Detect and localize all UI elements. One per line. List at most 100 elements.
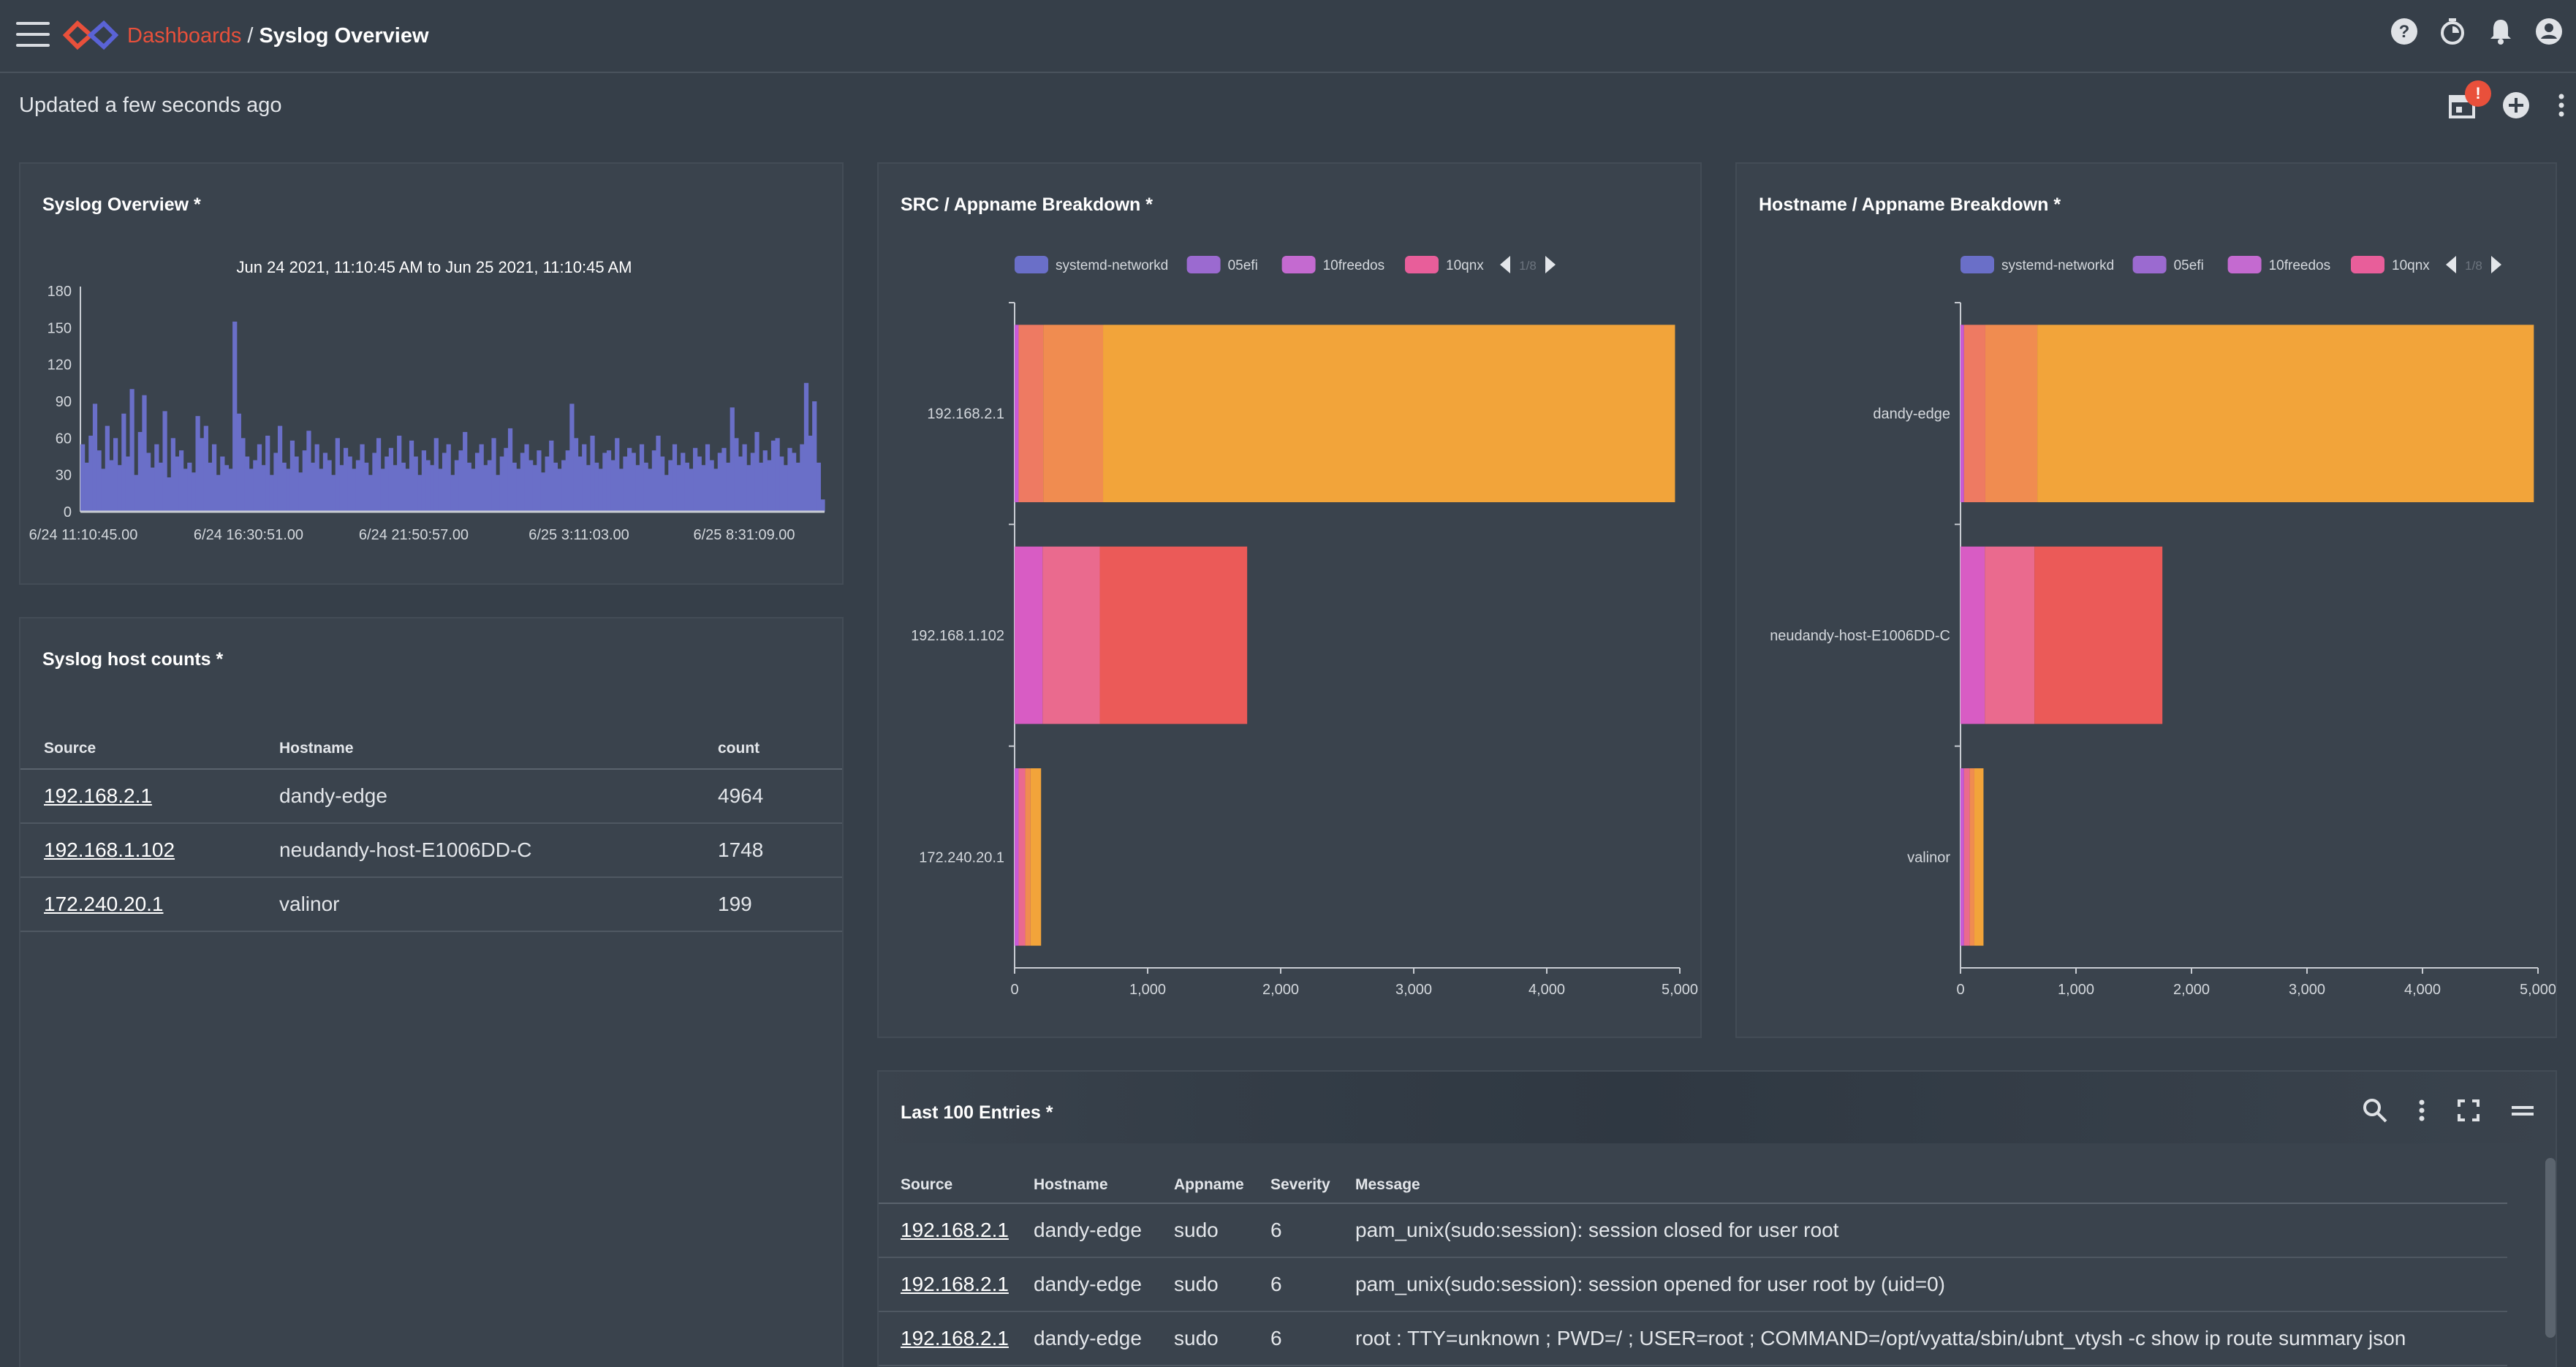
column-header-source[interactable]: Source xyxy=(20,715,279,770)
histogram-bar xyxy=(129,389,135,512)
histogram-bar xyxy=(479,444,484,512)
source-link[interactable]: 192.168.1.102 xyxy=(44,838,175,861)
hostname-appname-chart: systemd-networkd 05efi 10freedos 10qnx 1/8 0 1… xyxy=(1770,256,2556,998)
stacked-bar-segment xyxy=(1018,768,1026,946)
histogram-bar xyxy=(623,456,628,512)
histogram-bar xyxy=(339,465,344,512)
appname-cell: sudo xyxy=(1174,1257,1270,1312)
add-circle-icon[interactable] xyxy=(2500,89,2532,121)
x-tick-label: 6/24 11:10:45.00 xyxy=(29,527,138,543)
histogram-bar xyxy=(154,444,159,512)
histogram-bar xyxy=(220,456,225,512)
calendar-button[interactable]: ! xyxy=(2446,80,2491,121)
histogram-bar xyxy=(664,474,669,512)
histogram-bar xyxy=(261,465,266,512)
column-header-appname[interactable]: Appname xyxy=(1174,1167,1270,1204)
bell-icon[interactable] xyxy=(2485,16,2516,47)
histogram-bar xyxy=(721,447,727,512)
source-link[interactable]: 192.168.2.1 xyxy=(901,1273,1009,1295)
host-counts-table: Source Hostname count 192.168.2.1 dandy-… xyxy=(20,715,842,932)
entries-table: Source Hostname Appname Severity Message… xyxy=(879,1167,2507,1366)
legend-page-label: 1/8 xyxy=(1519,259,1537,273)
histogram-bar xyxy=(393,465,398,512)
drag-handle-icon[interactable] xyxy=(2509,1097,2537,1124)
x-tick-label: 6/24 16:30:51.00 xyxy=(194,527,303,543)
histogram-bar xyxy=(322,452,328,512)
legend-label: 10freedos xyxy=(2269,258,2331,273)
column-header-hostname[interactable]: Hostname xyxy=(279,715,718,770)
histogram-bar xyxy=(343,447,349,512)
hostname-cell: valinor xyxy=(279,877,718,932)
histogram-bar xyxy=(413,456,418,512)
stacked-bar-segment xyxy=(1099,546,1248,724)
timer-icon[interactable] xyxy=(2437,16,2468,47)
source-link[interactable]: 192.168.2.1 xyxy=(901,1327,1009,1349)
breadcrumb-dashboards-link[interactable]: Dashboards xyxy=(127,24,242,48)
source-link[interactable]: 192.168.2.1 xyxy=(44,784,152,807)
stacked-bar-segment xyxy=(1030,768,1042,946)
legend-label: 05efi xyxy=(1228,258,1258,273)
hamburger-menu-icon[interactable] xyxy=(16,22,50,50)
histogram-bar xyxy=(433,438,439,512)
histogram-bar xyxy=(170,438,175,512)
x-tick-label: 2,000 xyxy=(1262,982,1299,998)
more-vert-icon[interactable] xyxy=(2415,1097,2428,1124)
histogram-bar xyxy=(812,401,817,512)
fullscreen-icon[interactable] xyxy=(2455,1097,2482,1124)
stacked-bar-segment xyxy=(1025,768,1031,946)
y-tick-label: 60 xyxy=(56,431,72,447)
search-icon[interactable] xyxy=(2361,1097,2389,1124)
column-header-hostname[interactable]: Hostname xyxy=(1034,1167,1174,1204)
legend-swatch xyxy=(1961,256,1994,273)
histogram-bar xyxy=(750,452,755,512)
histogram-bar xyxy=(466,462,471,512)
histogram-bar xyxy=(754,431,759,512)
column-header-source[interactable]: Source xyxy=(879,1167,1034,1204)
message-cell: root : TTY=unknown ; PWD=/ ; USER=root ;… xyxy=(1355,1311,2507,1366)
legend-label: systemd-networkd xyxy=(2001,258,2114,273)
hostname-appname-panel: Hostname / Appname Breakdown * systemd-n… xyxy=(1735,162,2557,1038)
histogram-bar xyxy=(816,462,821,512)
histogram-bar xyxy=(294,456,299,512)
syslog-overview-chart: Jun 24 2021, 11:10:45 AM to Jun 25 2021,… xyxy=(29,258,825,543)
scrollbar[interactable] xyxy=(2545,1158,2556,1338)
y-tick-label: 30 xyxy=(56,468,72,484)
histogram-bar xyxy=(726,462,731,512)
column-header-count[interactable]: count xyxy=(718,715,842,770)
histogram-bar xyxy=(281,462,287,512)
histogram-bar xyxy=(216,474,221,512)
more-vert-icon[interactable] xyxy=(2554,89,2569,121)
histogram-bar xyxy=(631,452,636,512)
column-header-severity[interactable]: Severity xyxy=(1270,1167,1355,1204)
histogram-bar xyxy=(561,460,567,512)
histogram-bar xyxy=(277,425,283,512)
histogram-bar xyxy=(228,469,233,512)
histogram-bar xyxy=(376,438,382,512)
hostname-cell: dandy-edge xyxy=(1034,1311,1174,1366)
x-tick-label: 3,000 xyxy=(1395,982,1432,998)
histogram-bar xyxy=(705,444,711,512)
histogram-bar xyxy=(232,321,238,512)
histogram-bar xyxy=(96,450,102,512)
source-link[interactable]: 192.168.2.1 xyxy=(901,1219,1009,1241)
histogram-bar xyxy=(417,474,423,512)
histogram-bar xyxy=(627,447,632,512)
histogram-bar xyxy=(200,438,205,512)
y-tick-label: 120 xyxy=(48,357,72,374)
histogram-bar xyxy=(635,465,640,512)
histogram-bar xyxy=(310,462,316,512)
help-icon[interactable]: ? xyxy=(2389,16,2420,47)
histogram-bar xyxy=(167,477,172,512)
histogram-bar xyxy=(577,456,583,512)
column-header-message[interactable]: Message xyxy=(1355,1167,2507,1204)
stacked-bar-segment xyxy=(1963,325,1985,502)
source-link[interactable]: 172.240.20.1 xyxy=(44,893,164,915)
histogram-bar xyxy=(775,438,780,512)
histogram-bar xyxy=(557,469,562,512)
chart-date-range: Jun 24 2021, 11:10:45 AM to Jun 25 2021,… xyxy=(236,258,632,276)
hostname-cell: dandy-edge xyxy=(1034,1257,1174,1312)
account-icon[interactable] xyxy=(2534,16,2564,47)
histogram-bar xyxy=(384,456,390,512)
histogram-bar xyxy=(314,444,319,512)
histogram-bar xyxy=(709,460,714,512)
